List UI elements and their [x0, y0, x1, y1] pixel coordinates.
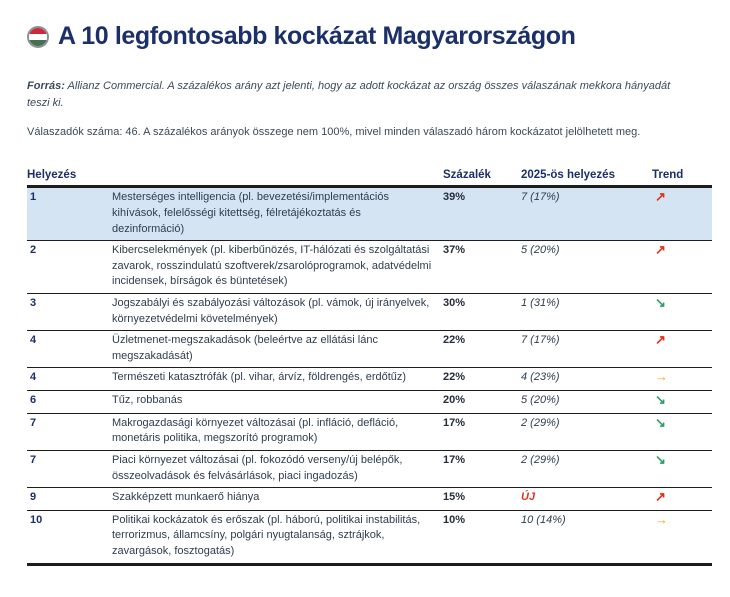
prev-rank-cell: 10 (14%) — [521, 509, 652, 566]
percent-cell: 30% — [443, 293, 521, 331]
prev-rank-cell: ÚJ — [521, 487, 652, 511]
rank-cell: 9 — [27, 487, 112, 511]
trend-arrow-icon: → — [655, 511, 668, 527]
prev-rank-value: 2 (29%) — [521, 416, 560, 429]
trend-cell: ↗ — [652, 487, 712, 511]
prev-rank-cell: 2 (29%) — [521, 412, 652, 451]
risk-cell: Makrogazdasági környezet változásai (pl.… — [112, 412, 443, 451]
col-header-percent: Százalék — [443, 167, 521, 189]
percent-cell: 39% — [443, 186, 521, 241]
col-header-rank: Helyezés — [27, 167, 112, 189]
trend-cell: ↘ — [652, 293, 712, 331]
trend-arrow-icon: ↗ — [655, 242, 666, 258]
trend-arrow-icon: ↗ — [655, 489, 666, 505]
table-row: 10 Politikai kockázatok és erőszak (pl. … — [27, 509, 712, 566]
prev-rank-cell: 5 (20%) — [521, 240, 652, 294]
table-header-row: Helyezés Százalék 2025-ös helyezés Trend — [27, 167, 712, 189]
rank-cell: 10 — [27, 509, 112, 566]
source-note-label: Forrás: — [27, 80, 65, 92]
table-row: 2 Kibercselekmények (pl. kiberbűnözés, I… — [27, 240, 712, 294]
prev-rank-value: 7 (17%) — [521, 191, 560, 204]
prev-rank-cell: 2 (29%) — [521, 449, 652, 488]
rank-cell: 7 — [27, 449, 112, 488]
table-row: 6 Tűz, robbanás 20% 5 (20%) ↘ — [27, 390, 712, 414]
rank-cell: 4 — [27, 330, 112, 368]
trend-cell: ↗ — [652, 240, 712, 294]
percent-cell: 17% — [443, 449, 521, 488]
trend-arrow-icon: ↘ — [655, 451, 666, 467]
table-row: 1 Mesterséges intelligencia (pl. bevezet… — [27, 186, 712, 241]
prev-rank-cell: 1 (31%) — [521, 293, 652, 331]
rank-cell: 1 — [27, 186, 112, 241]
risk-cell: Piaci környezet változásai (pl. fokozódó… — [112, 449, 443, 488]
prev-rank-cell: 7 (17%) — [521, 330, 652, 368]
trend-arrow-icon: ↗ — [655, 332, 666, 348]
prev-rank-value: 1 (31%) — [521, 297, 560, 310]
percent-cell: 37% — [443, 240, 521, 294]
col-header-prev: 2025-ös helyezés — [521, 167, 652, 189]
trend-arrow-icon: ↘ — [655, 414, 666, 430]
risk-cell: Mesterséges intelligencia (pl. bevezetés… — [112, 186, 443, 241]
prev-rank-cell: 5 (20%) — [521, 390, 652, 414]
col-header-trend: Trend — [652, 167, 712, 189]
trend-arrow-icon: ↗ — [655, 189, 666, 205]
percent-cell: 17% — [443, 412, 521, 451]
source-note: Forrás: Allianz Commercial. A százalékos… — [27, 78, 687, 111]
rank-cell: 6 — [27, 390, 112, 414]
table-row: 7 Piaci környezet változásai (pl. fokozó… — [27, 449, 712, 488]
page-title: A 10 legfontosabb kockázat Magyarországo… — [58, 22, 576, 50]
percent-cell: 22% — [443, 367, 521, 391]
prev-rank-value: 7 (17%) — [521, 334, 560, 347]
table-row: 3 Jogszabályi és szabályozási változások… — [27, 293, 712, 331]
trend-arrow-icon: ↘ — [655, 392, 666, 408]
prev-rank-cell: 4 (23%) — [521, 367, 652, 391]
table-row: 7 Makrogazdasági környezet változásai (p… — [27, 412, 712, 451]
prev-rank-value: 10 (14%) — [521, 513, 566, 526]
percent-cell: 15% — [443, 487, 521, 511]
rank-cell: 4 — [27, 367, 112, 391]
trend-cell: ↗ — [652, 330, 712, 368]
rank-cell: 2 — [27, 240, 112, 294]
percent-cell: 22% — [443, 330, 521, 368]
trend-arrow-icon: ↘ — [655, 295, 666, 311]
risk-cell: Tűz, robbanás — [112, 390, 443, 414]
risk-cell: Politikai kockázatok és erőszak (pl. háb… — [112, 509, 443, 566]
prev-rank-value: ÚJ — [521, 491, 536, 504]
trend-cell: → — [652, 367, 712, 391]
rank-cell: 7 — [27, 412, 112, 451]
title-row: A 10 legfontosabb kockázat Magyarországo… — [27, 22, 712, 51]
trend-cell: ↘ — [652, 390, 712, 414]
document-page: A 10 legfontosabb kockázat Magyarországo… — [27, 22, 712, 566]
table-row: 9 Szakképzett munkaerő hiánya 15% ÚJ ↗ — [27, 487, 712, 511]
table-row: 4 Üzletmenet-megszakadások (beleértve az… — [27, 330, 712, 368]
trend-cell: ↘ — [652, 412, 712, 451]
risk-cell: Üzletmenet-megszakadások (beleértve az e… — [112, 330, 443, 368]
trend-cell: → — [652, 509, 712, 566]
risk-cell: Szakképzett munkaerő hiánya — [112, 487, 443, 511]
risk-ranking-table: Helyezés Százalék 2025-ös helyezés Trend… — [27, 167, 712, 566]
rank-cell: 3 — [27, 293, 112, 331]
respondents-note: Válaszadók száma: 46. A százalékos arány… — [27, 126, 641, 138]
prev-rank-value: 2 (29%) — [521, 453, 560, 466]
hungary-flag-icon — [27, 25, 49, 48]
table-row: 4 Természeti katasztrófák (pl. vihar, ár… — [27, 367, 712, 391]
source-note-text: Allianz Commercial. A százalékos arány a… — [27, 80, 671, 109]
trend-arrow-icon: → — [655, 369, 668, 385]
prev-rank-cell: 7 (17%) — [521, 186, 652, 241]
risk-cell: Jogszabályi és szabályozási változások (… — [112, 293, 443, 331]
risk-cell: Kibercselekmények (pl. kiberbűnözés, IT-… — [112, 240, 443, 294]
percent-cell: 10% — [443, 509, 521, 566]
trend-cell: ↘ — [652, 449, 712, 488]
col-header-risk — [112, 167, 443, 189]
percent-cell: 20% — [443, 390, 521, 414]
trend-cell: ↗ — [652, 186, 712, 241]
risk-cell: Természeti katasztrófák (pl. vihar, árví… — [112, 367, 443, 391]
prev-rank-value: 5 (20%) — [521, 244, 560, 257]
prev-rank-value: 5 (20%) — [521, 394, 560, 407]
prev-rank-value: 4 (23%) — [521, 371, 560, 384]
